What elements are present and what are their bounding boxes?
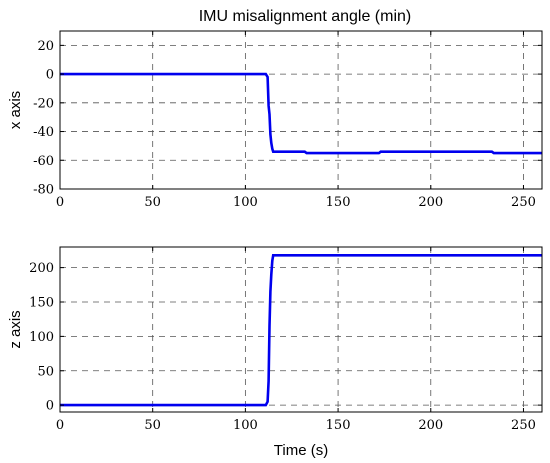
y-tick-label: 200 [29, 261, 54, 276]
y-tick-label: 150 [29, 296, 54, 311]
x-tick-label: 150 [326, 195, 351, 210]
y-tick-label: 20 [37, 39, 54, 54]
y-axis-label: z axis [7, 310, 24, 348]
y-tick-label: 0 [46, 68, 54, 83]
series-line [60, 72, 542, 155]
x-tick-label: 200 [418, 195, 443, 210]
y-tick-label: 50 [37, 364, 54, 379]
chart-title: IMU misalignment angle (min) [199, 8, 412, 25]
x-tick-label: 100 [233, 195, 258, 210]
y-tick-label: 100 [29, 330, 54, 345]
x-tick-label: 200 [418, 418, 443, 433]
series-line [60, 254, 542, 407]
x-axis-label: Time (s) [274, 442, 328, 459]
x-tick-label: 100 [233, 418, 258, 433]
y-axis-label: x axis [7, 91, 24, 129]
x-tick-label: 150 [326, 418, 351, 433]
plot-frame [59, 246, 543, 413]
y-tick-label: -20 [33, 96, 54, 111]
x-tick-label: 0 [56, 195, 64, 210]
x-tick-label: 50 [144, 418, 161, 433]
bottom-subplot-z-axis: 0 50 100 150 200 250 200 150 100 50 0 z axis Time (s… [7, 246, 543, 459]
plot-frame [59, 30, 543, 190]
y-tick-label: -40 [33, 125, 54, 140]
x-tick-label: 0 [56, 418, 64, 433]
y-tick-label: -60 [33, 154, 54, 169]
x-tick-label: 250 [511, 418, 536, 433]
y-tick-label: -80 [33, 183, 54, 198]
x-tick-label: 50 [144, 195, 161, 210]
x-tick-label: 250 [511, 195, 536, 210]
y-tick-label: 0 [46, 399, 54, 414]
